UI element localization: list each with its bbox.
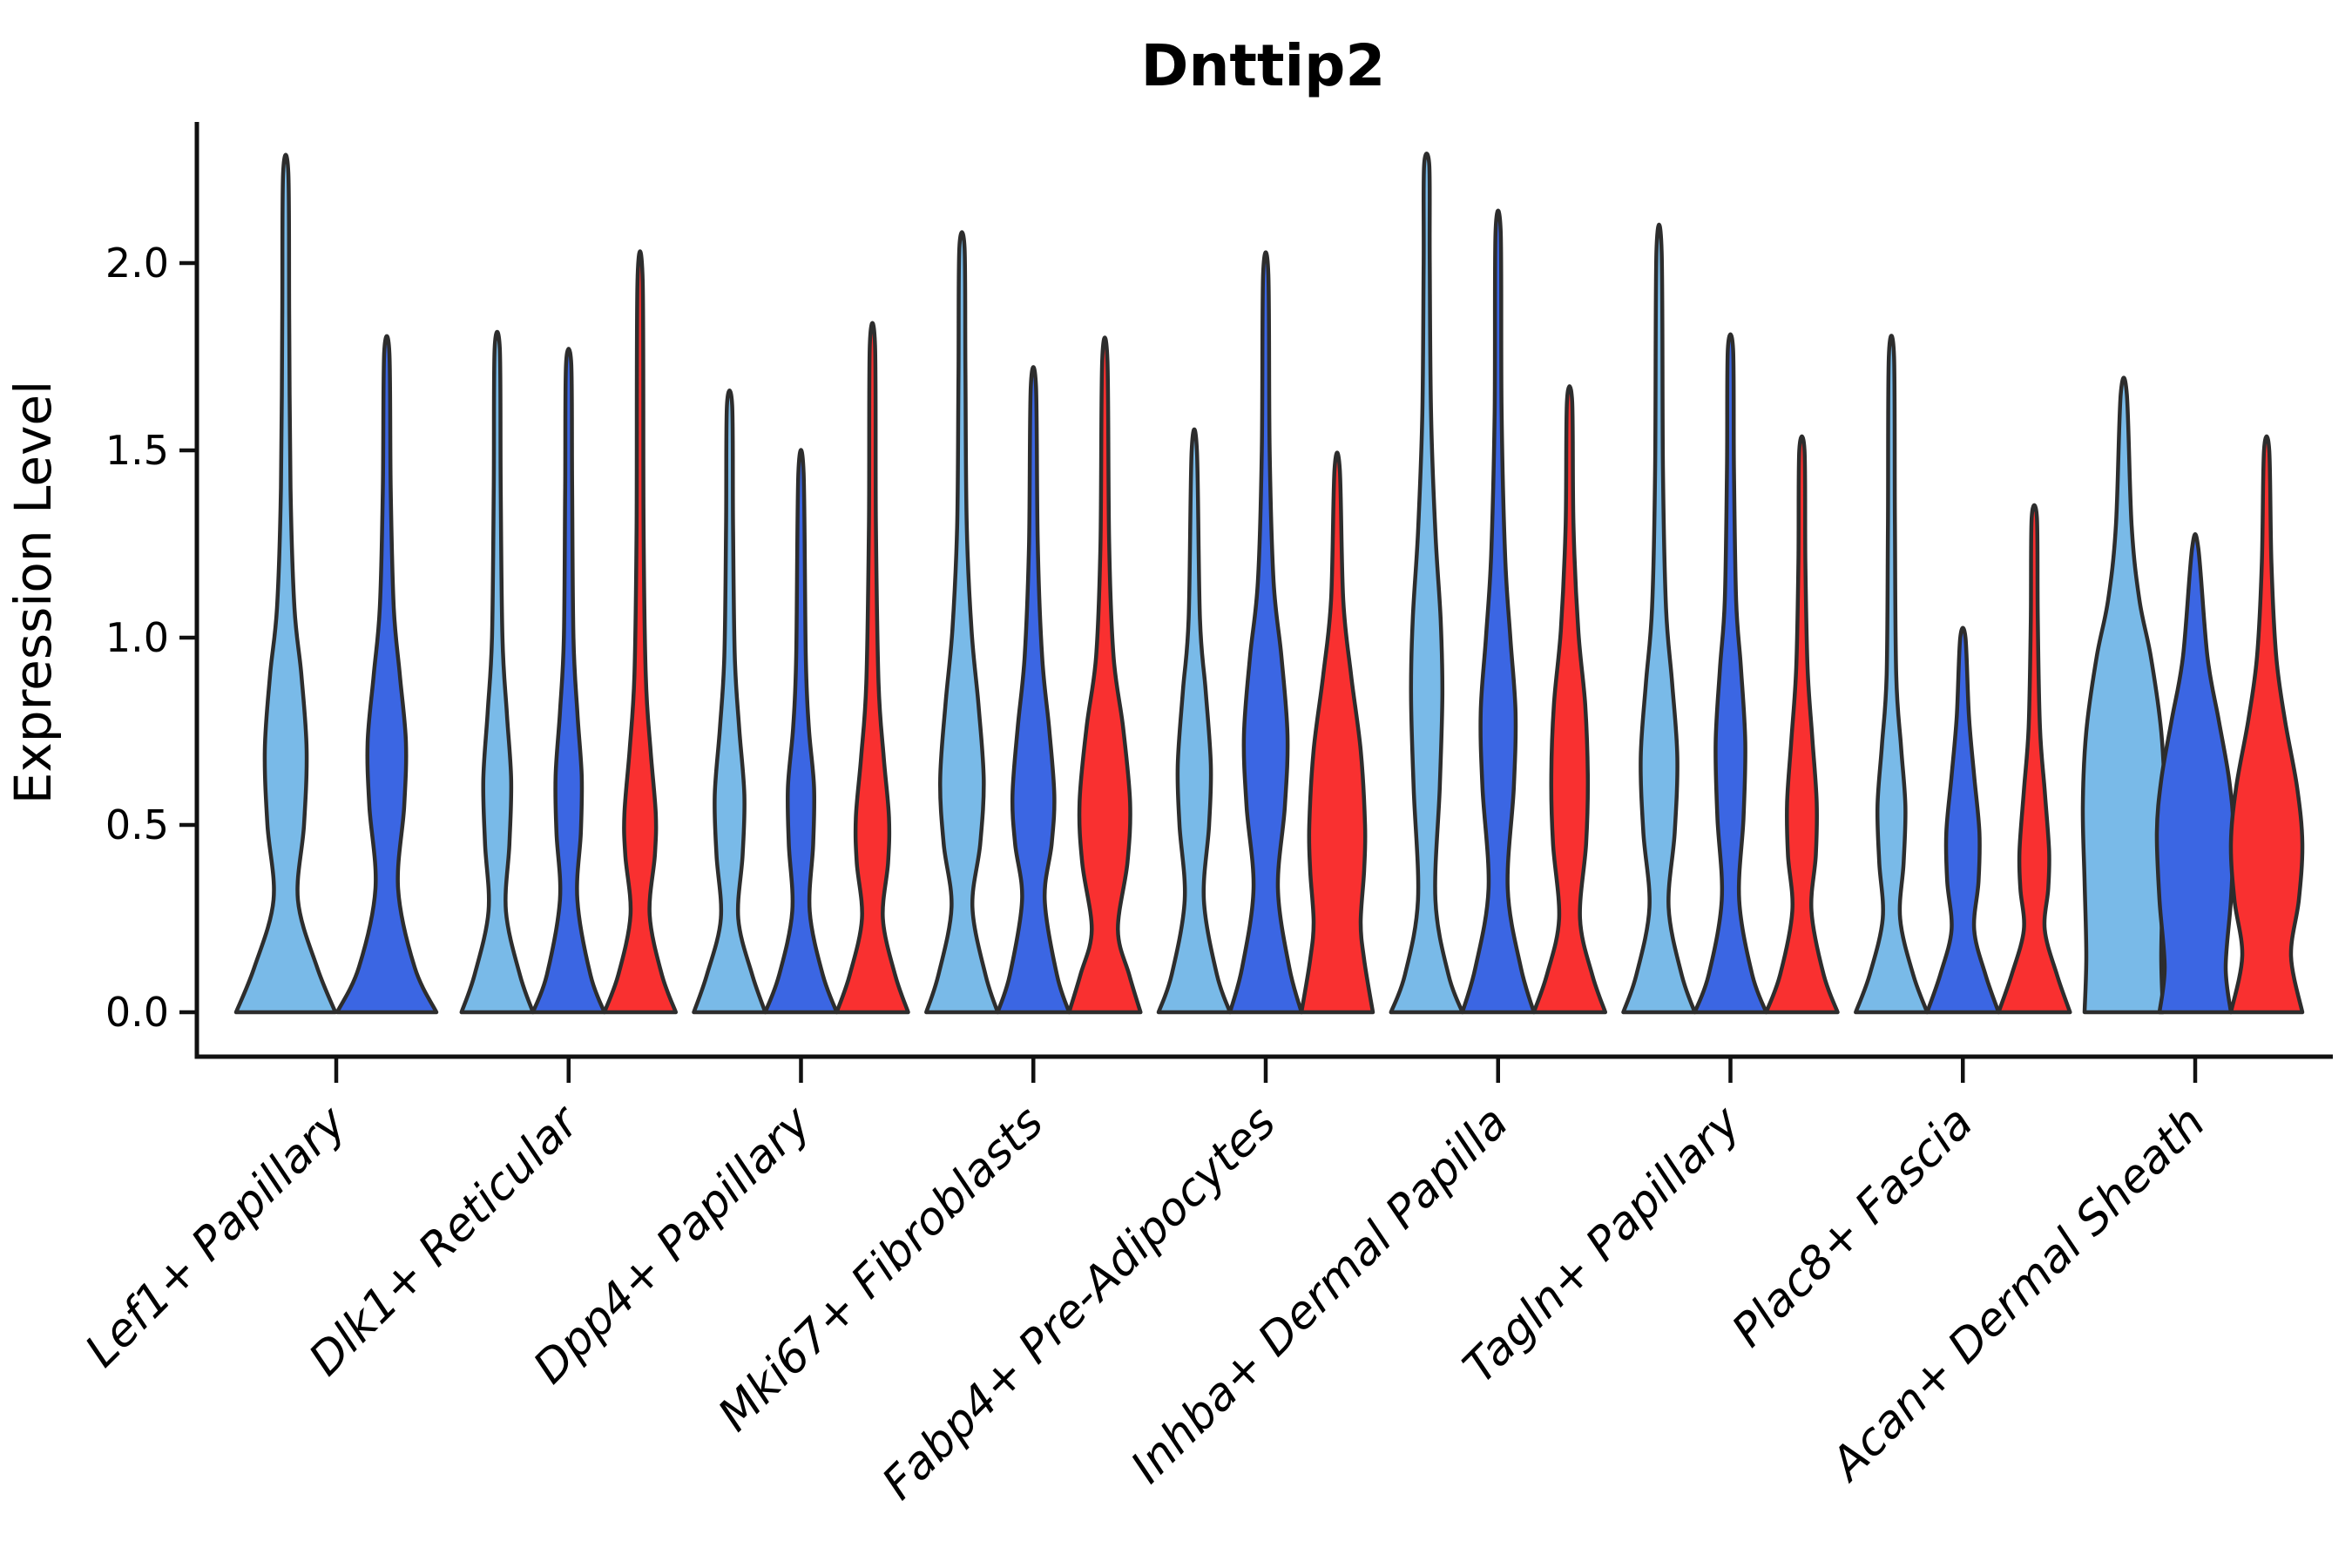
violin-shape	[692, 388, 767, 1015]
chart-title: Dnttip2	[1141, 32, 1386, 99]
violin-shape	[1531, 384, 1608, 1015]
violin-shape	[835, 321, 910, 1015]
violin-shape	[1067, 335, 1143, 1015]
y-tick-label: 1.0	[105, 614, 169, 661]
violin-shape	[1460, 208, 1537, 1015]
y-tick-label: 0.5	[105, 801, 169, 848]
violin-shape	[2228, 434, 2305, 1015]
violin-shape	[459, 329, 536, 1015]
violin-shape	[1227, 250, 1304, 1015]
violin-shape	[2154, 531, 2236, 1015]
violin-shape	[763, 448, 839, 1015]
y-axis-label: Expression Level	[3, 381, 63, 804]
violin-shape	[335, 334, 439, 1015]
violin-shape	[1693, 332, 1768, 1015]
x-tick-label: Acan+ Dermal Sheath	[1820, 1097, 2215, 1492]
violin-shape	[1621, 222, 1697, 1015]
x-tick-label: Plac8+ Fascia	[1722, 1097, 1983, 1357]
violin-shape	[1156, 427, 1233, 1015]
violin-shape	[233, 152, 338, 1015]
y-tick-label: 2.0	[105, 240, 169, 287]
violins-layer	[233, 152, 2305, 1015]
violin-shape	[1925, 625, 2001, 1015]
violin-shape	[996, 365, 1071, 1015]
y-tick-label: 0.0	[105, 989, 169, 1036]
violin-shape	[1997, 503, 2072, 1015]
y-tick-label: 1.5	[105, 427, 169, 474]
x-tick-label: Inhba+ Dermal Papilla	[1121, 1097, 1518, 1494]
violin-shape	[924, 230, 1000, 1015]
violin-shape	[2080, 375, 2167, 1015]
x-tick-label: Fabp4+ Pre-Adipocytes	[873, 1097, 1287, 1511]
violin-shape	[1389, 152, 1465, 1015]
violin-shape	[602, 249, 679, 1015]
violin-shape	[1299, 450, 1375, 1015]
violin-shape	[1764, 434, 1840, 1015]
violin-shape	[1854, 334, 1930, 1015]
violin-shape	[531, 347, 607, 1015]
